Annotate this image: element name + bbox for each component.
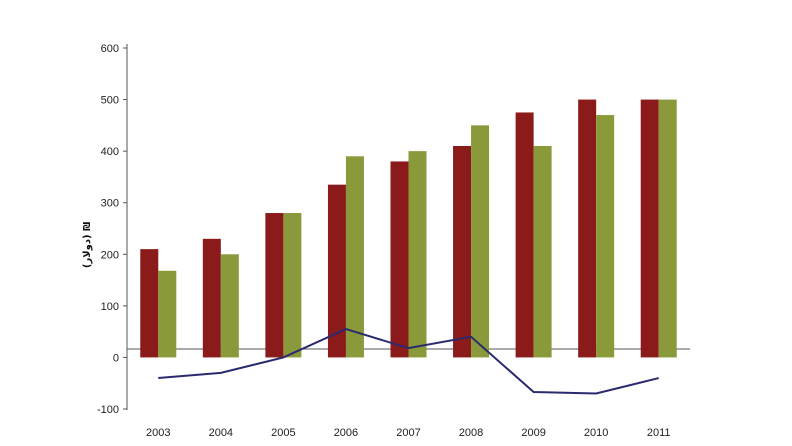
bar-series-2 (345, 156, 364, 358)
bar-series-2 (658, 99, 677, 358)
y-tick-label: 100 (101, 301, 119, 313)
bar-series-2 (596, 115, 615, 358)
y-tick-label: 400 (101, 146, 119, 158)
y-tick-label: 500 (101, 95, 119, 107)
x-tick-label: 2011 (647, 427, 671, 439)
line-series-path (158, 327, 659, 395)
bar-series-1 (265, 213, 284, 358)
bar-series-2 (220, 254, 239, 358)
y-axis-label: (دولار) ₪ (82, 222, 93, 268)
y-ticks: -100 0 100 200 300 400 500 600 (97, 43, 127, 416)
x-tick-label: 2010 (584, 427, 608, 439)
x-tick-label: 2005 (271, 427, 295, 439)
bar-series-2 (283, 213, 302, 358)
bar-series-1 (578, 99, 597, 358)
bar-series-2 (158, 270, 177, 358)
y-tick-label: 200 (101, 249, 119, 261)
y-tick-label: -100 (97, 404, 119, 416)
bar-series-1 (202, 238, 221, 358)
bar-series-1 (453, 145, 472, 358)
x-tick-label: 2004 (209, 427, 233, 439)
x-tick-label: 2006 (334, 427, 358, 439)
x-tick-label: 2009 (521, 427, 545, 439)
bar-series-1 (640, 99, 659, 358)
x-tick-label: 2003 (146, 427, 170, 439)
y-tick-label: 600 (101, 43, 119, 55)
bar-series-1 (327, 184, 346, 358)
bars (140, 99, 677, 358)
bar-series-1 (515, 112, 534, 358)
bar-series-2 (471, 125, 490, 358)
y-tick-label: 0 (113, 352, 119, 364)
x-tick-label: 2007 (396, 427, 420, 439)
bar-series-1 (390, 161, 409, 358)
bar-series-2 (408, 151, 427, 358)
y-tick-label: 300 (101, 198, 119, 210)
x-ticks: 2003 2004 2005 2006 2007 2008 2009 2010 2011 (146, 427, 671, 439)
bar-series-1 (140, 249, 159, 358)
bar-series-2 (533, 145, 552, 358)
line-series (158, 327, 659, 395)
x-tick-label: 2008 (459, 427, 483, 439)
